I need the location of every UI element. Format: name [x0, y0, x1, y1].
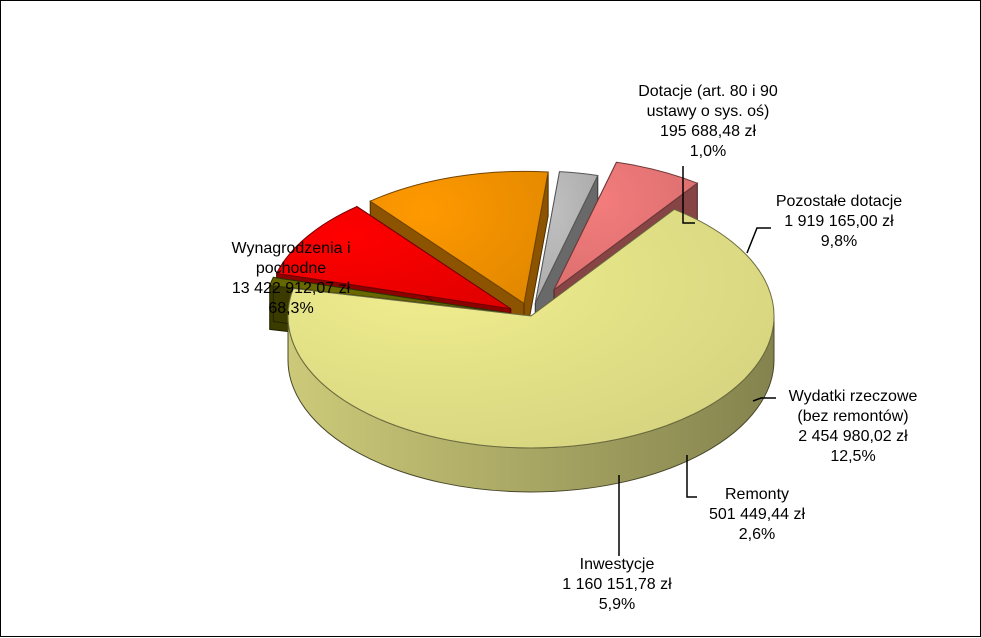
slice-value: 195 688,48 zł [660, 123, 757, 140]
slice-value: 2 454 980,02 zł [798, 428, 908, 445]
slice-percent: 9,8% [821, 233, 857, 250]
pie-slice [534, 171, 599, 348]
slice-top [275, 206, 511, 310]
pie-slice [287, 208, 775, 493]
slice-percent: 68,3% [268, 300, 313, 317]
slice-percent: 5,9% [599, 596, 635, 613]
slice-top [553, 161, 699, 291]
slice-name: pochodne [256, 260, 326, 277]
slice-label: Dotacje (art. 80 i 90 ustawy o sys. oś) 19… [638, 83, 778, 160]
leader-line [752, 397, 776, 402]
slice-top [534, 171, 599, 304]
slice-top [269, 276, 508, 314]
slice-name: ustawy o sys. oś) [647, 103, 770, 120]
slice-value: 1 919 165,00 zł [784, 213, 894, 230]
slice-top [369, 170, 549, 305]
slice-value: 13 422 912,07 zł [232, 280, 351, 297]
leader-line [682, 166, 695, 224]
slice-percent: 1,0% [690, 143, 726, 160]
slice-name: Dotacje (art. 80 i 90 [638, 83, 778, 100]
slice-name: Pozostałe dotacje [776, 193, 902, 210]
slice-percent: 2,6% [739, 526, 775, 543]
slice-name: Remonty [725, 486, 789, 503]
slice-name: Inwestycje [580, 556, 655, 573]
slice-percent: 12,5% [830, 448, 875, 465]
slice-label: Wynagrodzenia i pochodne 13 422 912,07 zł 6… [231, 240, 350, 317]
slice-name: Wynagrodzenia i [231, 240, 350, 257]
slice-name: (bez remontów) [797, 408, 908, 425]
slice-label: Wydatki rzeczowe (bez remontów) 2 454 980,… [789, 388, 918, 465]
slice-value: 1 160 151,78 zł [562, 576, 672, 593]
slice-top [287, 208, 775, 449]
slice-label: Pozostałe dotacje 1 919 165,00 zł 9,8% [776, 193, 902, 250]
slice-name: Wydatki rzeczowe [789, 388, 918, 405]
leader-line [686, 455, 697, 498]
slice-label: Inwestycje 1 160 151,78 zł 5,9% [562, 556, 672, 613]
leader-line [746, 227, 771, 254]
slice-value: 501 449,44 zł [709, 506, 806, 523]
slice-label: Remonty 501 449,44 zł 2,6% [709, 486, 806, 543]
